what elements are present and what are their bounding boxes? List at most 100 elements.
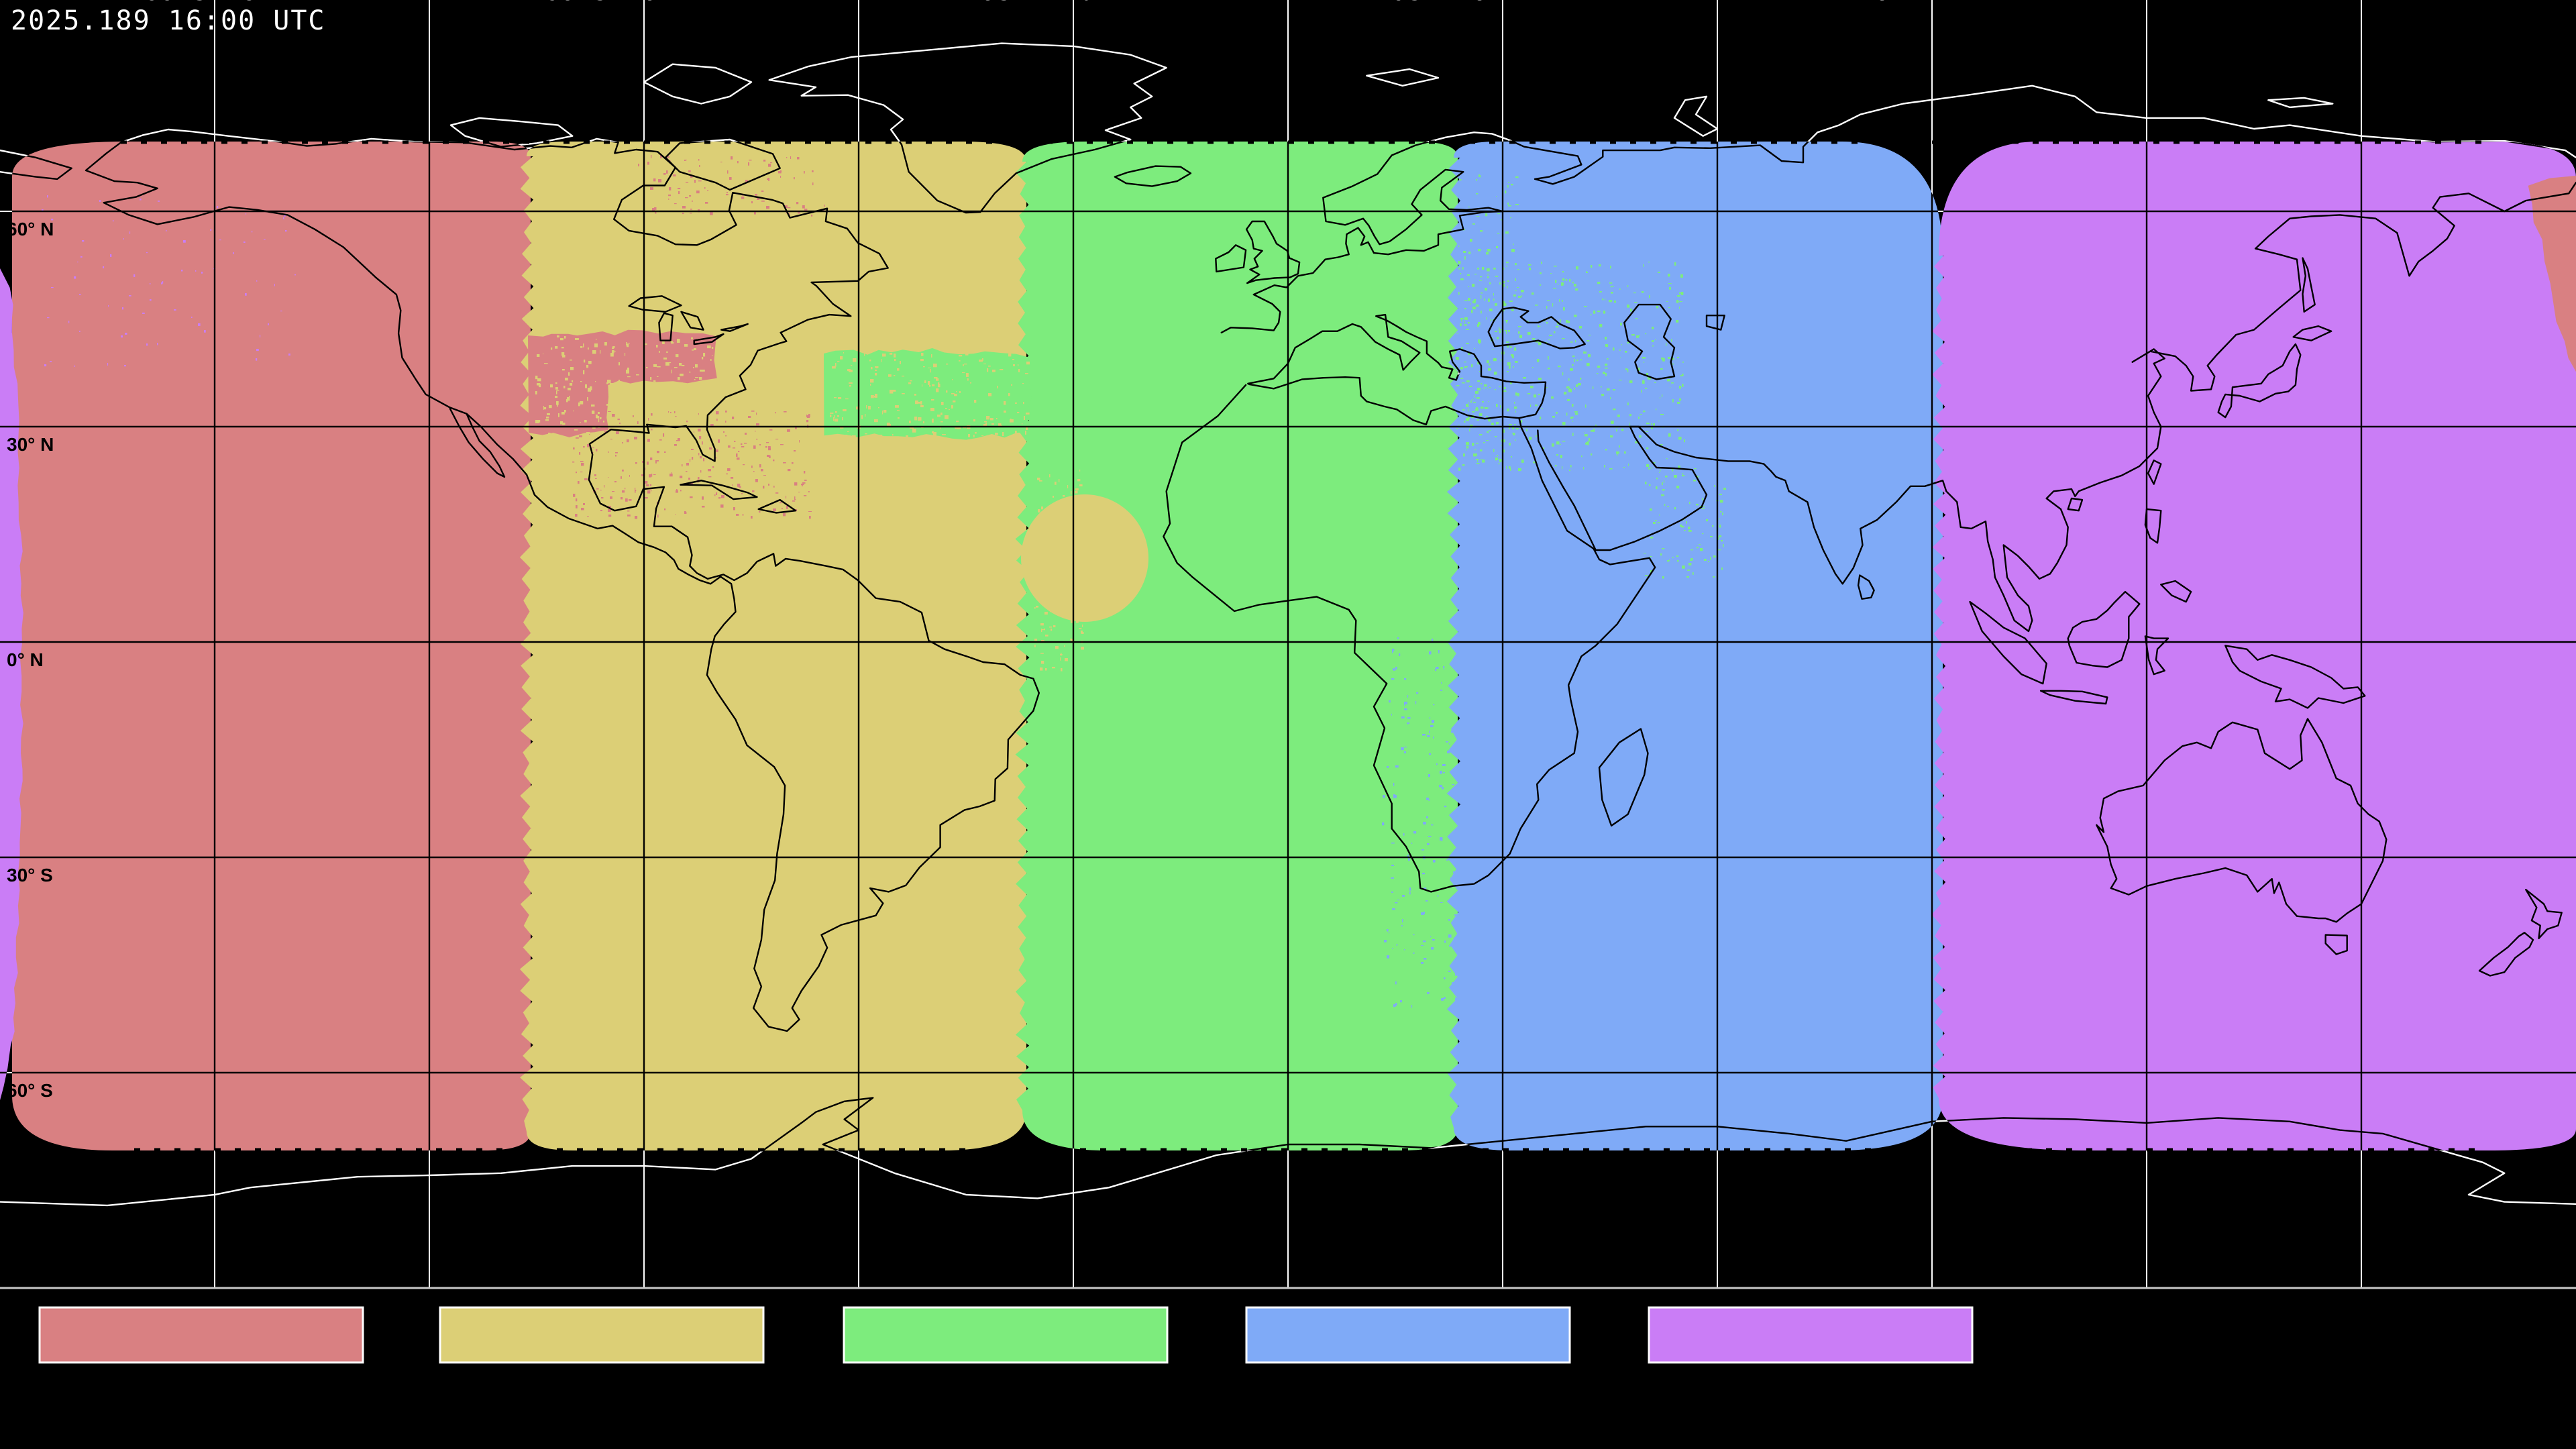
speckle (1076, 569, 1079, 571)
coverage-band-goes-16 (519, 142, 1026, 1150)
speckle (1679, 301, 1682, 303)
speckle (686, 421, 688, 423)
speckle (637, 396, 639, 398)
speckle (727, 192, 728, 193)
speckle (629, 396, 631, 397)
speckle (914, 394, 916, 396)
speckle (626, 342, 627, 345)
speckle (1448, 971, 1451, 972)
speckle (1384, 940, 1387, 943)
coastline-new-siberian-is (2267, 97, 2334, 109)
speckle (1621, 429, 1624, 431)
speckle (1489, 282, 1491, 284)
speckle (1643, 411, 1646, 413)
speckle (1018, 369, 1020, 372)
speckle (603, 421, 604, 423)
speckle (634, 403, 637, 405)
speckle (1455, 767, 1456, 769)
speckle (1535, 305, 1538, 306)
speckle (1061, 653, 1062, 656)
speckle (1395, 981, 1397, 985)
speckle (963, 427, 967, 429)
speckle (576, 498, 578, 502)
speckle (1466, 418, 1469, 421)
speckle (1448, 934, 1452, 938)
coastline-baja (449, 408, 506, 478)
speckle (1669, 559, 1670, 561)
speckle (665, 411, 667, 414)
speckle (1077, 479, 1081, 482)
speckle (1460, 367, 1463, 370)
speckle (1026, 426, 1028, 430)
speckle (682, 206, 686, 209)
speckle (668, 411, 669, 413)
speckle (968, 434, 971, 437)
speckle (1481, 407, 1484, 409)
speckle (627, 368, 629, 370)
speckle (1426, 798, 1429, 800)
speckle (866, 405, 867, 409)
speckle (794, 450, 796, 452)
speckle (1464, 300, 1468, 301)
meteosat10-atlantic-patch (824, 347, 1032, 440)
speckle (871, 367, 873, 370)
speckle (680, 374, 684, 376)
speckle (1472, 307, 1476, 310)
speckle (1605, 368, 1608, 369)
speckle (1468, 298, 1470, 301)
speckle (1061, 668, 1063, 672)
speckle (786, 506, 788, 509)
speckle (1518, 468, 1521, 472)
speckle (682, 464, 683, 467)
speckle (703, 458, 705, 462)
speckle (691, 449, 694, 450)
speckle (1430, 725, 1434, 727)
speckle-cluster-goes18 (572, 409, 812, 519)
speckle (51, 219, 54, 221)
speckle (82, 240, 85, 242)
speckle (1013, 364, 1015, 366)
speckle (1496, 422, 1499, 425)
speckle (617, 419, 620, 421)
speckle (714, 494, 716, 496)
speckle (1484, 299, 1485, 301)
speckle (1669, 287, 1671, 290)
speckle (887, 423, 890, 427)
speckle (1624, 451, 1626, 454)
speckle (1432, 939, 1435, 941)
coastline-borneo (2067, 590, 2141, 668)
speckle (1546, 322, 1548, 324)
speckle (608, 411, 611, 412)
speckle (1067, 485, 1069, 488)
speckle (1554, 266, 1557, 267)
lat-label-0: 60° N (7, 219, 54, 239)
speckle (645, 385, 647, 386)
speckle (1081, 562, 1083, 566)
speckle (1034, 578, 1037, 580)
speckle (579, 435, 582, 437)
speckle (631, 417, 635, 419)
speckle (1508, 330, 1510, 332)
speckle (655, 417, 659, 420)
speckle (936, 388, 939, 392)
speckle (595, 417, 597, 421)
speckle (812, 170, 814, 172)
speckle (1491, 337, 1493, 339)
speckle (1464, 421, 1466, 423)
speckle (1579, 326, 1582, 329)
speckle (1676, 486, 1680, 489)
speckle (649, 474, 651, 478)
speckle (1532, 292, 1534, 295)
speckle (676, 490, 678, 493)
speckle (1453, 961, 1456, 964)
speckle (562, 369, 565, 371)
speckle (556, 390, 557, 394)
speckle (795, 427, 797, 429)
coastline-americas (85, 142, 1040, 1032)
speckle (653, 364, 657, 367)
speckle (629, 475, 630, 477)
speckle (733, 507, 735, 511)
speckle (1676, 320, 1679, 323)
speckle (1550, 273, 1552, 274)
speckle (1645, 388, 1648, 389)
